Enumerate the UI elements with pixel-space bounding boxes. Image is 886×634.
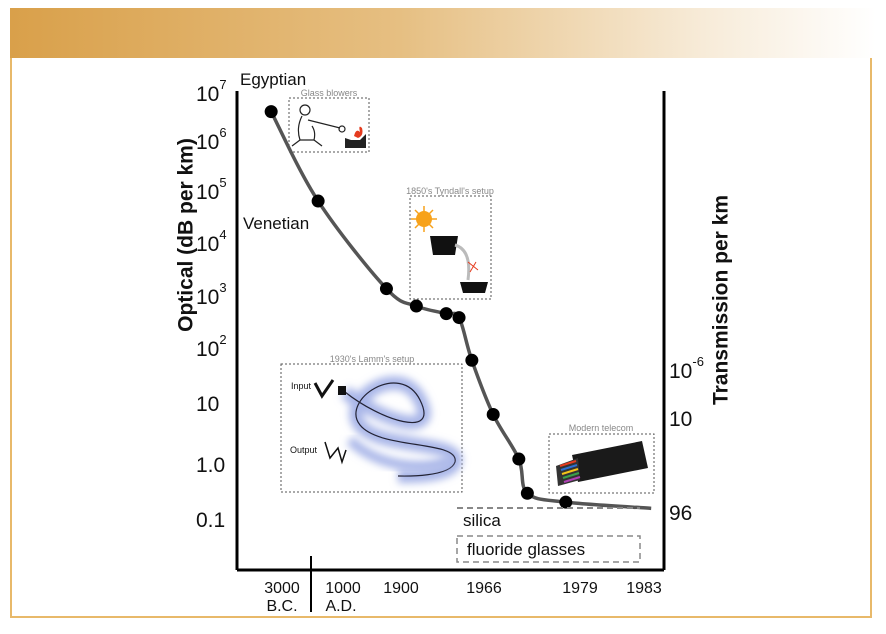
inset-caption-modern-telecom: Modern telecom	[569, 423, 634, 433]
glassblower-icon	[291, 104, 346, 147]
water-vessel-icon	[430, 236, 488, 293]
y-tick-label: 0.1	[196, 509, 225, 532]
data-point	[520, 486, 534, 500]
data-point	[512, 452, 526, 466]
x-tick-label: 1979	[562, 580, 598, 597]
legend-silica-label: silica	[463, 511, 501, 530]
series-markers	[264, 105, 573, 509]
fiber-input-end-icon	[338, 386, 346, 395]
figure-frame	[10, 58, 872, 618]
data-point	[264, 105, 278, 119]
legend: silica fluoride glasses	[456, 507, 641, 563]
inset-tyndall: 1850's Tyndall's setup	[406, 186, 494, 300]
light-source-icon	[411, 206, 437, 232]
x-tick-sublabel: B.C.	[266, 598, 297, 615]
annotation-egyptian: Egyptian	[240, 70, 306, 89]
y-tick-label: 1.0	[196, 454, 225, 477]
inset-caption-lamm: 1930's Lamm's setup	[330, 354, 414, 364]
y-tick-label: 104	[196, 227, 227, 255]
y-tick-labels: 107 106 105 104 103 102 10 1.0 0.1	[196, 77, 227, 531]
right-tick-label: 10-6	[669, 354, 704, 382]
inset-glass-blowers: Glass blowers	[288, 88, 370, 153]
y-axis-title-right: Transmission per km	[710, 195, 733, 405]
x-tick-label: 1000	[325, 580, 361, 597]
y-axis-title: Optical (dB per km)	[175, 138, 198, 332]
annotation-venetian: Venetian	[243, 214, 309, 233]
x-tick-labels: 3000 1000 1900 1966 1979 1983 B.C. A.D.	[264, 580, 662, 615]
x-tick-sublabel: A.D.	[325, 598, 356, 615]
inset-lamm: 1930's Lamm's setup Input Output	[280, 354, 463, 493]
legend-fluoride-box	[456, 535, 641, 563]
legend-fluoride-label: fluoride glasses	[467, 540, 585, 559]
header-banner	[10, 8, 876, 58]
y-tick-label: 102	[196, 332, 227, 360]
inset-label-input: Input	[291, 381, 312, 391]
right-tick-labels: 10-6 10 96	[669, 354, 704, 524]
x-tick-label: 1983	[626, 580, 662, 597]
data-point	[486, 407, 500, 421]
inset-modern-telecom: Modern telecom	[548, 423, 655, 494]
input-pattern-icon	[313, 379, 335, 399]
inset-caption-tyndall: 1850's Tyndall's setup	[406, 186, 494, 196]
data-point	[465, 353, 479, 367]
y-tick-label: 103	[196, 280, 227, 308]
x-tick-label: 1900	[383, 580, 419, 597]
y-tick-label: 10	[196, 393, 219, 416]
right-tick-label: 10	[669, 408, 692, 431]
y-tick-label: 106	[196, 125, 227, 153]
x-tick-label: 3000	[264, 580, 300, 597]
output-pattern-icon	[324, 441, 347, 465]
furnace-icon	[345, 126, 366, 148]
right-tick-label: 96	[669, 502, 692, 525]
inset-caption-glass-blowers: Glass blowers	[301, 88, 358, 98]
x-tick-label: 1966	[466, 580, 502, 597]
inset-label-output: Output	[290, 445, 318, 455]
data-point	[559, 495, 573, 509]
data-point	[379, 282, 393, 296]
y-tick-label: 105	[196, 175, 227, 203]
data-point	[311, 194, 325, 208]
data-point	[409, 299, 423, 313]
data-point	[439, 307, 453, 321]
data-point	[452, 311, 466, 325]
telecom-cable-icon	[556, 441, 648, 486]
fiber-bundle-icon	[340, 376, 462, 484]
y-tick-label: 107	[196, 77, 227, 105]
